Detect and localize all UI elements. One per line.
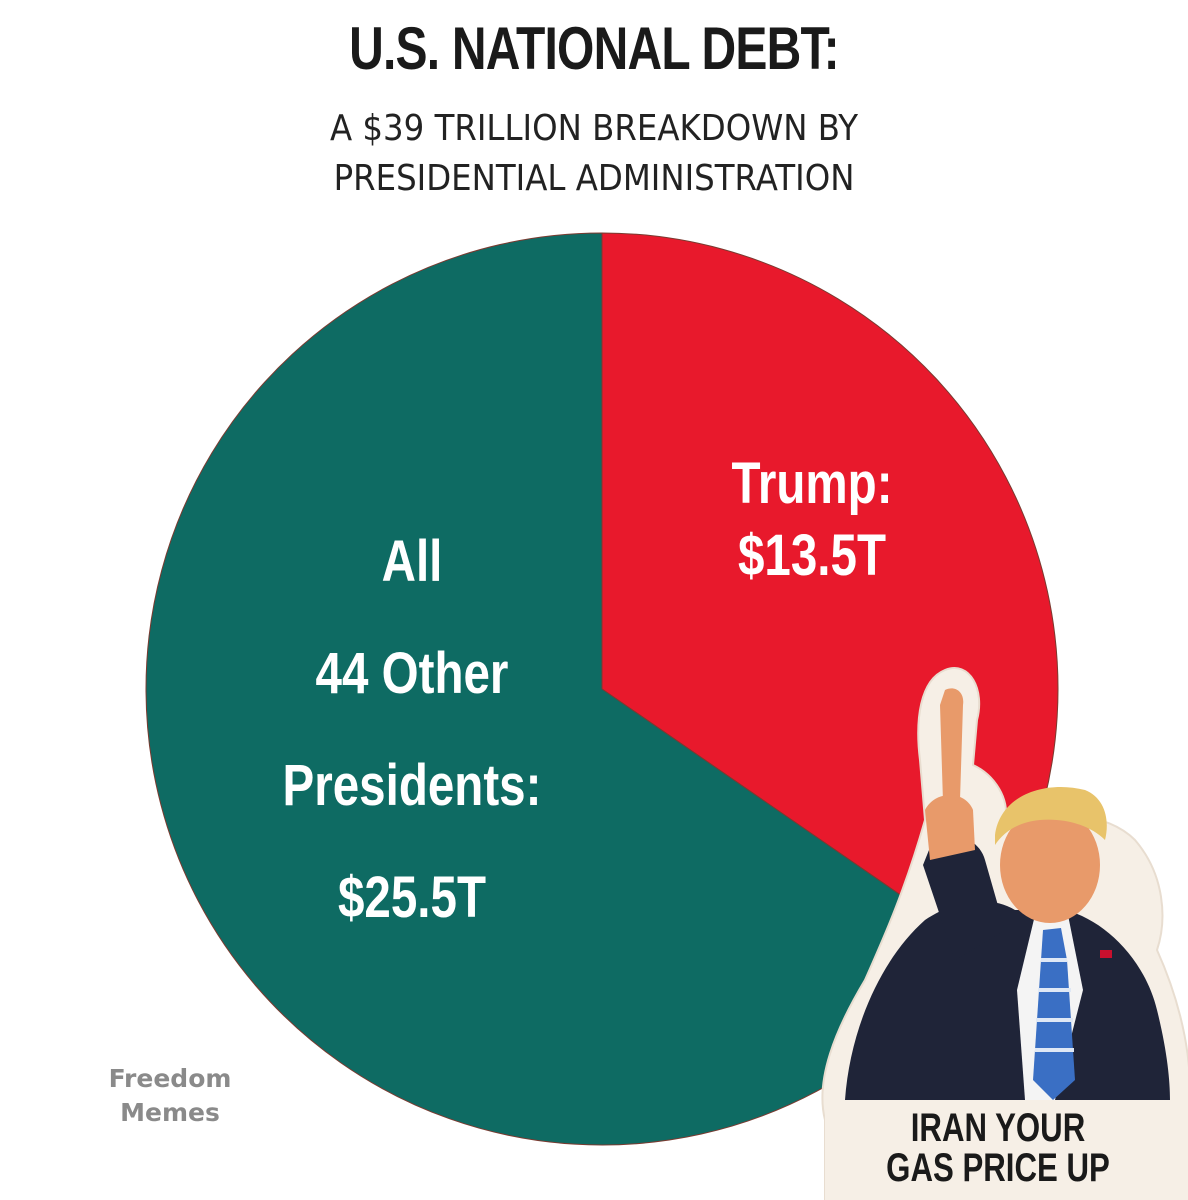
chart-subtitle: A $39 TRILLION BREAKDOWN BY PRESIDENTIAL… [59,104,1128,204]
pie-label-line: $13.5T [738,524,886,589]
flag-pin [1100,950,1112,958]
pointing-figure-icon [821,667,1188,1200]
pointing-finger [940,688,964,802]
sticker-caption: IRAN YOUR GAS PRICE UP [865,1108,1130,1188]
pie-label-line: All [382,530,443,595]
suit-body [845,901,1170,1100]
pie-label-other-presidents: All 44 Other Presidents: $25.5T [283,530,542,931]
hair [995,787,1107,845]
pie-label-line: $25.5T [338,866,486,931]
sticker-caption-line-2: GAS PRICE UP [886,1146,1110,1190]
head [1000,807,1100,923]
watermark-line-2: Memes [120,1098,220,1127]
sticker-caption-line-1: IRAN YOUR [910,1106,1086,1150]
chart-title: U.S. NATIONAL DEBT: [349,15,839,82]
pie-label-line: Presidents: [283,754,542,819]
chart-subtitle-line-1: A $39 TRILLION BREAKDOWN BY [329,108,859,149]
raised-arm [923,833,1005,960]
pie-slice-other-presidents [145,232,978,1146]
watermark-line-1: Freedom [108,1064,232,1093]
tie [1033,928,1075,1100]
caption-backdrop [825,1100,1188,1200]
pie-labels: Trump: $13.5T All 44 Other Presidents: $25.5T [283,452,893,931]
hand [925,795,975,860]
pie-label-trump: Trump: $13.5T [731,452,892,589]
watermark: Freedom Memes [90,1062,250,1130]
pie-label-line: Trump: [731,452,892,517]
chart-subtitle-line-2: PRESIDENTIAL ADMINISTRATION [333,158,855,199]
pie-label-line: 44 Other [316,642,509,707]
